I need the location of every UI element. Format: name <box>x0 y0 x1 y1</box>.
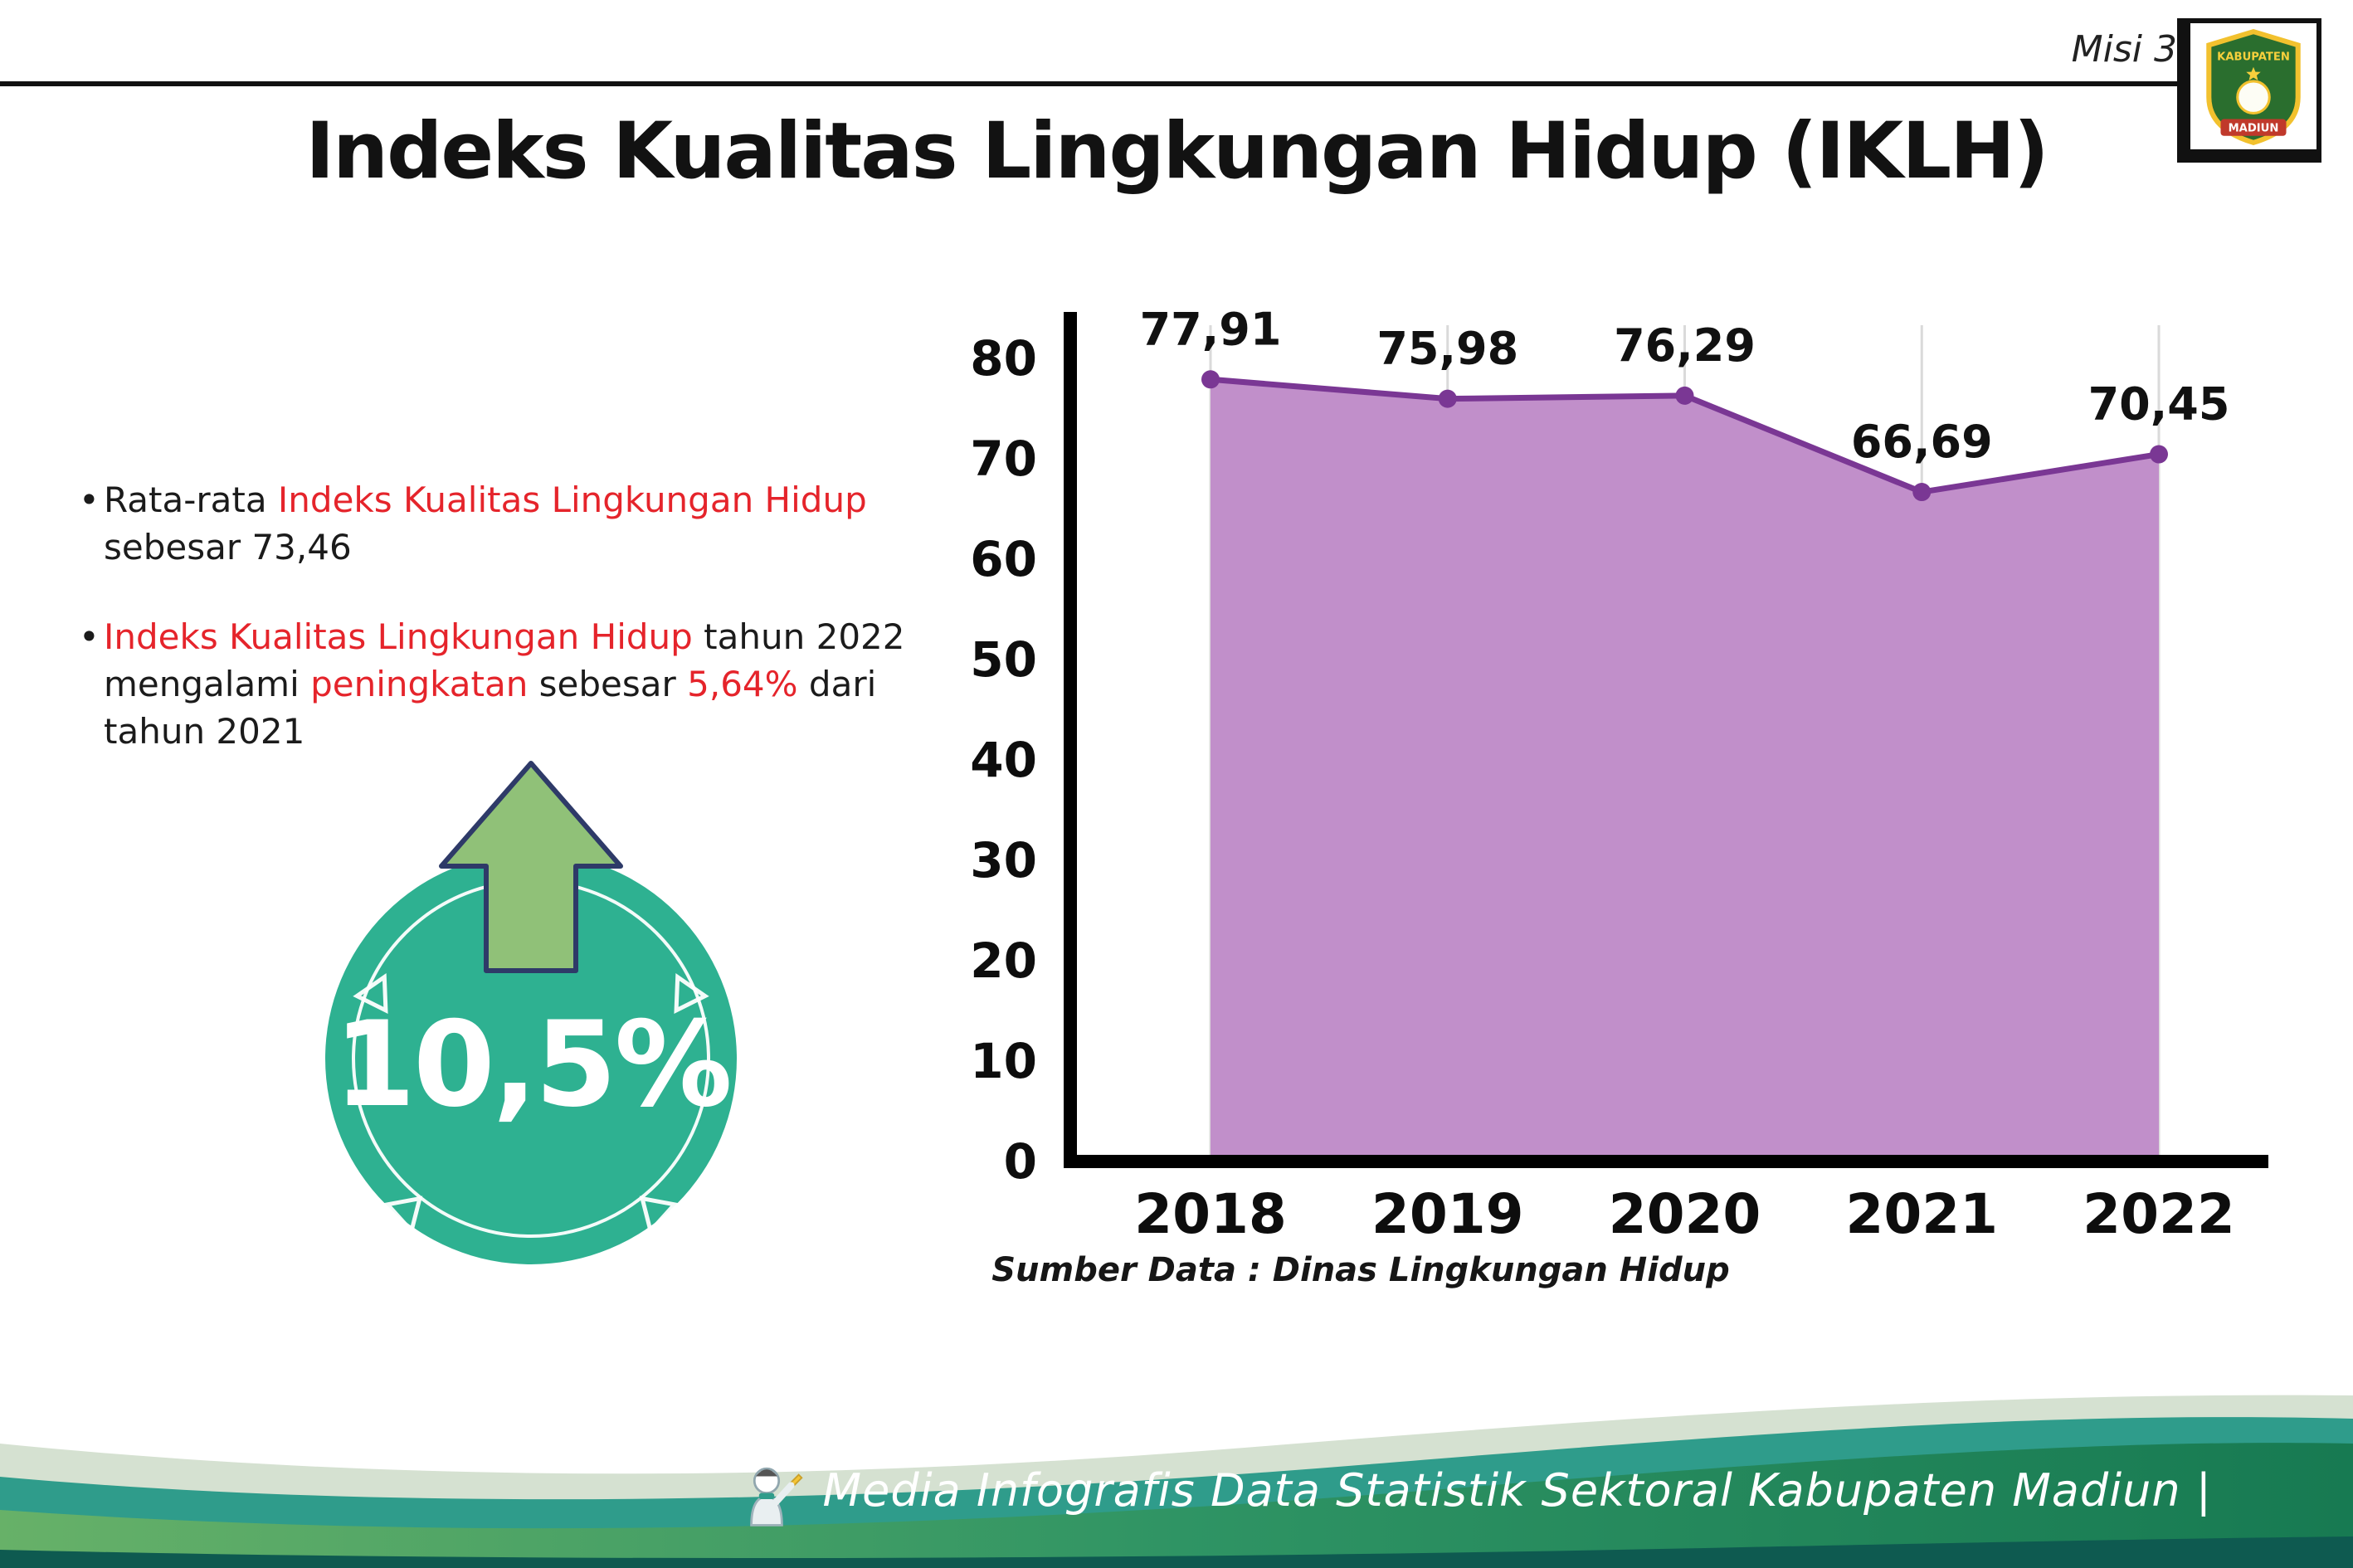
footer-waves <box>0 1395 2353 1568</box>
data-source: Sumber Data : Dinas Lingkungan Hidup <box>991 1251 1730 1289</box>
bullet-text-segment: dari tahun 2021 <box>104 664 877 752</box>
crest-star-icon <box>2246 66 2261 80</box>
data-label: 75,98 <box>1376 323 1518 375</box>
crest-icon: KABUPATEN MADIUN <box>2206 28 2301 146</box>
bullet-text-segment: peningkatan <box>310 664 529 705</box>
y-axis-tick: 40 <box>970 732 1037 788</box>
mascot-icon <box>749 1467 803 1527</box>
crest-bottom-text: MADIUN <box>2229 123 2279 135</box>
x-axis-label: 2020 <box>1609 1182 1761 1246</box>
x-axis-label: 2018 <box>1134 1182 1287 1246</box>
ring-triangle-icon <box>674 973 709 1014</box>
x-axis-label: 2021 <box>1845 1182 1998 1246</box>
data-label: 70,45 <box>2088 378 2230 431</box>
bullet-text-segment: Rata-rata <box>104 480 278 520</box>
y-axis-tick: 50 <box>970 631 1037 688</box>
crest-emblem <box>2236 80 2271 114</box>
bullet-text-segment: sebesar 73,46 <box>104 526 352 567</box>
ring-triangle-icon <box>383 1195 423 1235</box>
bullet-text-segment: Indeks Kualitas Lingkungan Hidup <box>277 480 867 520</box>
ring-triangle-icon <box>639 1195 679 1235</box>
kabupaten-madiun-logo: KABUPATEN MADIUN <box>2177 18 2321 163</box>
bullet-text-segment: tahun 2022 mengalami <box>104 616 905 705</box>
bullet-glyph: • <box>79 616 100 658</box>
mascot-scarf <box>758 1493 774 1500</box>
y-axis-tick: 20 <box>970 933 1037 989</box>
ring-triangle-icon <box>353 973 388 1014</box>
y-axis-tick: 80 <box>970 330 1037 387</box>
page-title: Indeks Kualitas Lingkungan Hidup (IKLH) <box>305 106 2049 197</box>
data-point <box>2150 445 2168 464</box>
y-axis-tick: 0 <box>1004 1133 1037 1190</box>
data-point <box>1201 370 1220 389</box>
bullet-item: • Indeks Kualitas Lingkungan Hidup tahun … <box>79 614 950 755</box>
crest-top-text: KABUPATEN <box>2217 51 2290 64</box>
wave-dark <box>0 1536 2353 1568</box>
bullet-text-segment: Indeks Kualitas Lingkungan Hidup <box>104 616 693 658</box>
y-axis-tick: 70 <box>970 431 1037 487</box>
bullet-item: • Rata-rata Indeks Kualitas Lingkungan Hi… <box>79 477 950 571</box>
footer-credit-bar: Media Infografis Data Statistik Sektoral… <box>728 1452 2212 1528</box>
y-axis-tick: 60 <box>970 531 1037 587</box>
footer-credit-text: Media Infografis Data Statistik Sektoral… <box>822 1463 2212 1517</box>
bullet-text-segment: 5,64% <box>687 664 798 705</box>
axes <box>1064 312 2268 1168</box>
mascot-arm <box>772 1482 795 1506</box>
header-rule <box>0 81 2197 86</box>
ring-triangle-decorations <box>353 973 709 1235</box>
y-axis-tick: 30 <box>970 832 1037 889</box>
data-label: 76,29 <box>1614 319 1756 372</box>
data-label: 77,91 <box>1140 303 1282 355</box>
bullet-text-segment: sebesar <box>528 664 688 705</box>
key-points: • Rata-rata Indeks Kualitas Lingkungan Hi… <box>79 477 950 798</box>
mascot-hair <box>755 1469 777 1477</box>
badge-circle <box>325 853 737 1264</box>
iklh-area-chart: 77,91 75,98 76,29 66,69 70,45 0 10 20 30 40 50 60 70… <box>970 303 2268 1246</box>
x-axis-label: 2022 <box>2083 1182 2235 1246</box>
area-fill <box>1211 379 2159 1161</box>
data-point <box>1675 386 1694 405</box>
increase-badge <box>325 761 737 1264</box>
data-point <box>1912 483 1932 502</box>
y-axis-tick: 10 <box>970 1033 1037 1089</box>
data-label: 66,69 <box>1851 416 1993 468</box>
data-point <box>1438 389 1457 408</box>
misi-label: Misi 3 <box>2071 28 2177 71</box>
x-axis-label: 2019 <box>1371 1182 1524 1246</box>
crest-ribbon <box>2220 119 2287 136</box>
increase-percentage: 10,5% <box>334 996 733 1133</box>
wave-green <box>0 1443 2353 1568</box>
bullet-glyph: • <box>79 480 100 520</box>
up-arrow-icon <box>439 761 623 973</box>
